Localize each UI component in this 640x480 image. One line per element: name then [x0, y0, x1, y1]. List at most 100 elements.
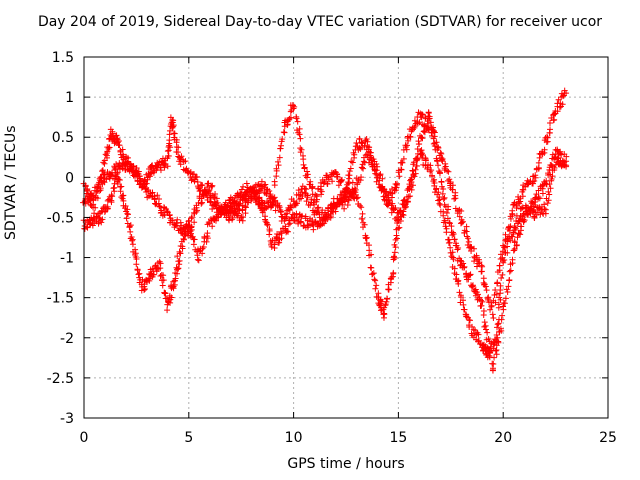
data-point: [422, 155, 429, 162]
data-point: [339, 176, 346, 183]
data-point: [297, 195, 304, 202]
data-point: [109, 193, 116, 200]
data-point: [542, 206, 549, 213]
data-point: [226, 217, 233, 224]
data-point: [548, 177, 555, 184]
data-point: [397, 210, 404, 217]
data-point: [391, 249, 398, 256]
data-point: [490, 314, 497, 321]
data-point: [531, 177, 538, 184]
data-point: [398, 166, 405, 173]
data-point: [424, 125, 431, 132]
data-point: [488, 302, 495, 309]
data-point: [235, 210, 242, 217]
data-point: [489, 311, 496, 318]
data-point: [550, 117, 557, 124]
data-point: [110, 185, 117, 192]
data-point: [435, 189, 442, 196]
data-point: [441, 194, 448, 201]
data-point: [494, 279, 501, 286]
data-point: [533, 191, 540, 198]
data-point: [160, 272, 167, 279]
data-point: [98, 219, 105, 226]
data-point: [223, 210, 230, 217]
data-point: [476, 259, 483, 266]
data-point: [296, 131, 303, 138]
data-point: [104, 203, 111, 210]
data-point: [447, 244, 454, 251]
data-point: [318, 191, 325, 198]
data-point: [428, 172, 435, 179]
data-point: [445, 168, 452, 175]
data-point: [435, 162, 442, 169]
data-point: [266, 227, 273, 234]
data-point: [161, 289, 168, 296]
data-point: [116, 142, 123, 149]
data-point: [499, 258, 506, 265]
data-point: [478, 302, 485, 309]
data-point: [506, 277, 513, 284]
data-point: [227, 204, 234, 211]
data-point: [229, 214, 236, 221]
data-point: [341, 205, 348, 212]
data-point: [132, 250, 139, 257]
data-point: [466, 317, 473, 324]
data-point: [513, 242, 520, 249]
data-point: [169, 116, 176, 123]
data-point: [346, 168, 353, 175]
data-point: [298, 146, 305, 153]
data-point: [259, 209, 266, 216]
data-point: [407, 193, 414, 200]
data-point: [536, 195, 543, 202]
data-point: [102, 151, 109, 158]
data-point: [440, 212, 447, 219]
data-point: [99, 168, 106, 175]
data-point: [353, 195, 360, 202]
data-point: [287, 204, 294, 211]
y-tick-label: -0.5: [47, 210, 74, 226]
data-point: [172, 275, 179, 282]
data-point: [459, 218, 466, 225]
data-point: [111, 164, 118, 171]
data-point: [242, 204, 249, 211]
y-axis-label: SDTVAR / TECUs: [3, 125, 19, 240]
data-point: [373, 160, 380, 167]
data-point: [395, 225, 402, 232]
data-point: [559, 93, 566, 100]
data-point: [404, 198, 411, 205]
data-point: [556, 150, 563, 157]
data-point: [408, 179, 415, 186]
data-point: [531, 199, 538, 206]
data-point: [286, 115, 293, 122]
data-point: [504, 249, 511, 256]
y-tick-label: -2: [60, 331, 74, 347]
data-point: [295, 219, 302, 226]
data-point: [547, 185, 554, 192]
data-point: [206, 187, 213, 194]
data-point: [256, 194, 263, 201]
data-point: [391, 187, 398, 194]
data-point: [460, 260, 467, 267]
data-point: [546, 191, 553, 198]
data-point: [416, 141, 423, 148]
data-point: [486, 352, 493, 359]
data-point: [392, 236, 399, 243]
data-point: [97, 185, 104, 192]
data-point: [539, 190, 546, 197]
data-point: [388, 274, 395, 281]
data-point: [410, 159, 417, 166]
data-point: [157, 167, 164, 174]
data-point: [136, 173, 143, 180]
data-point: [480, 307, 487, 314]
data-point: [335, 182, 342, 189]
data-point: [507, 237, 514, 244]
data-point: [356, 135, 363, 142]
data-point: [304, 174, 311, 181]
data-point: [528, 200, 535, 207]
data-point: [363, 234, 370, 241]
data-point: [181, 230, 188, 237]
data-point: [482, 326, 489, 333]
data-point: [315, 204, 322, 211]
data-point: [475, 337, 482, 344]
data-point: [422, 156, 429, 163]
